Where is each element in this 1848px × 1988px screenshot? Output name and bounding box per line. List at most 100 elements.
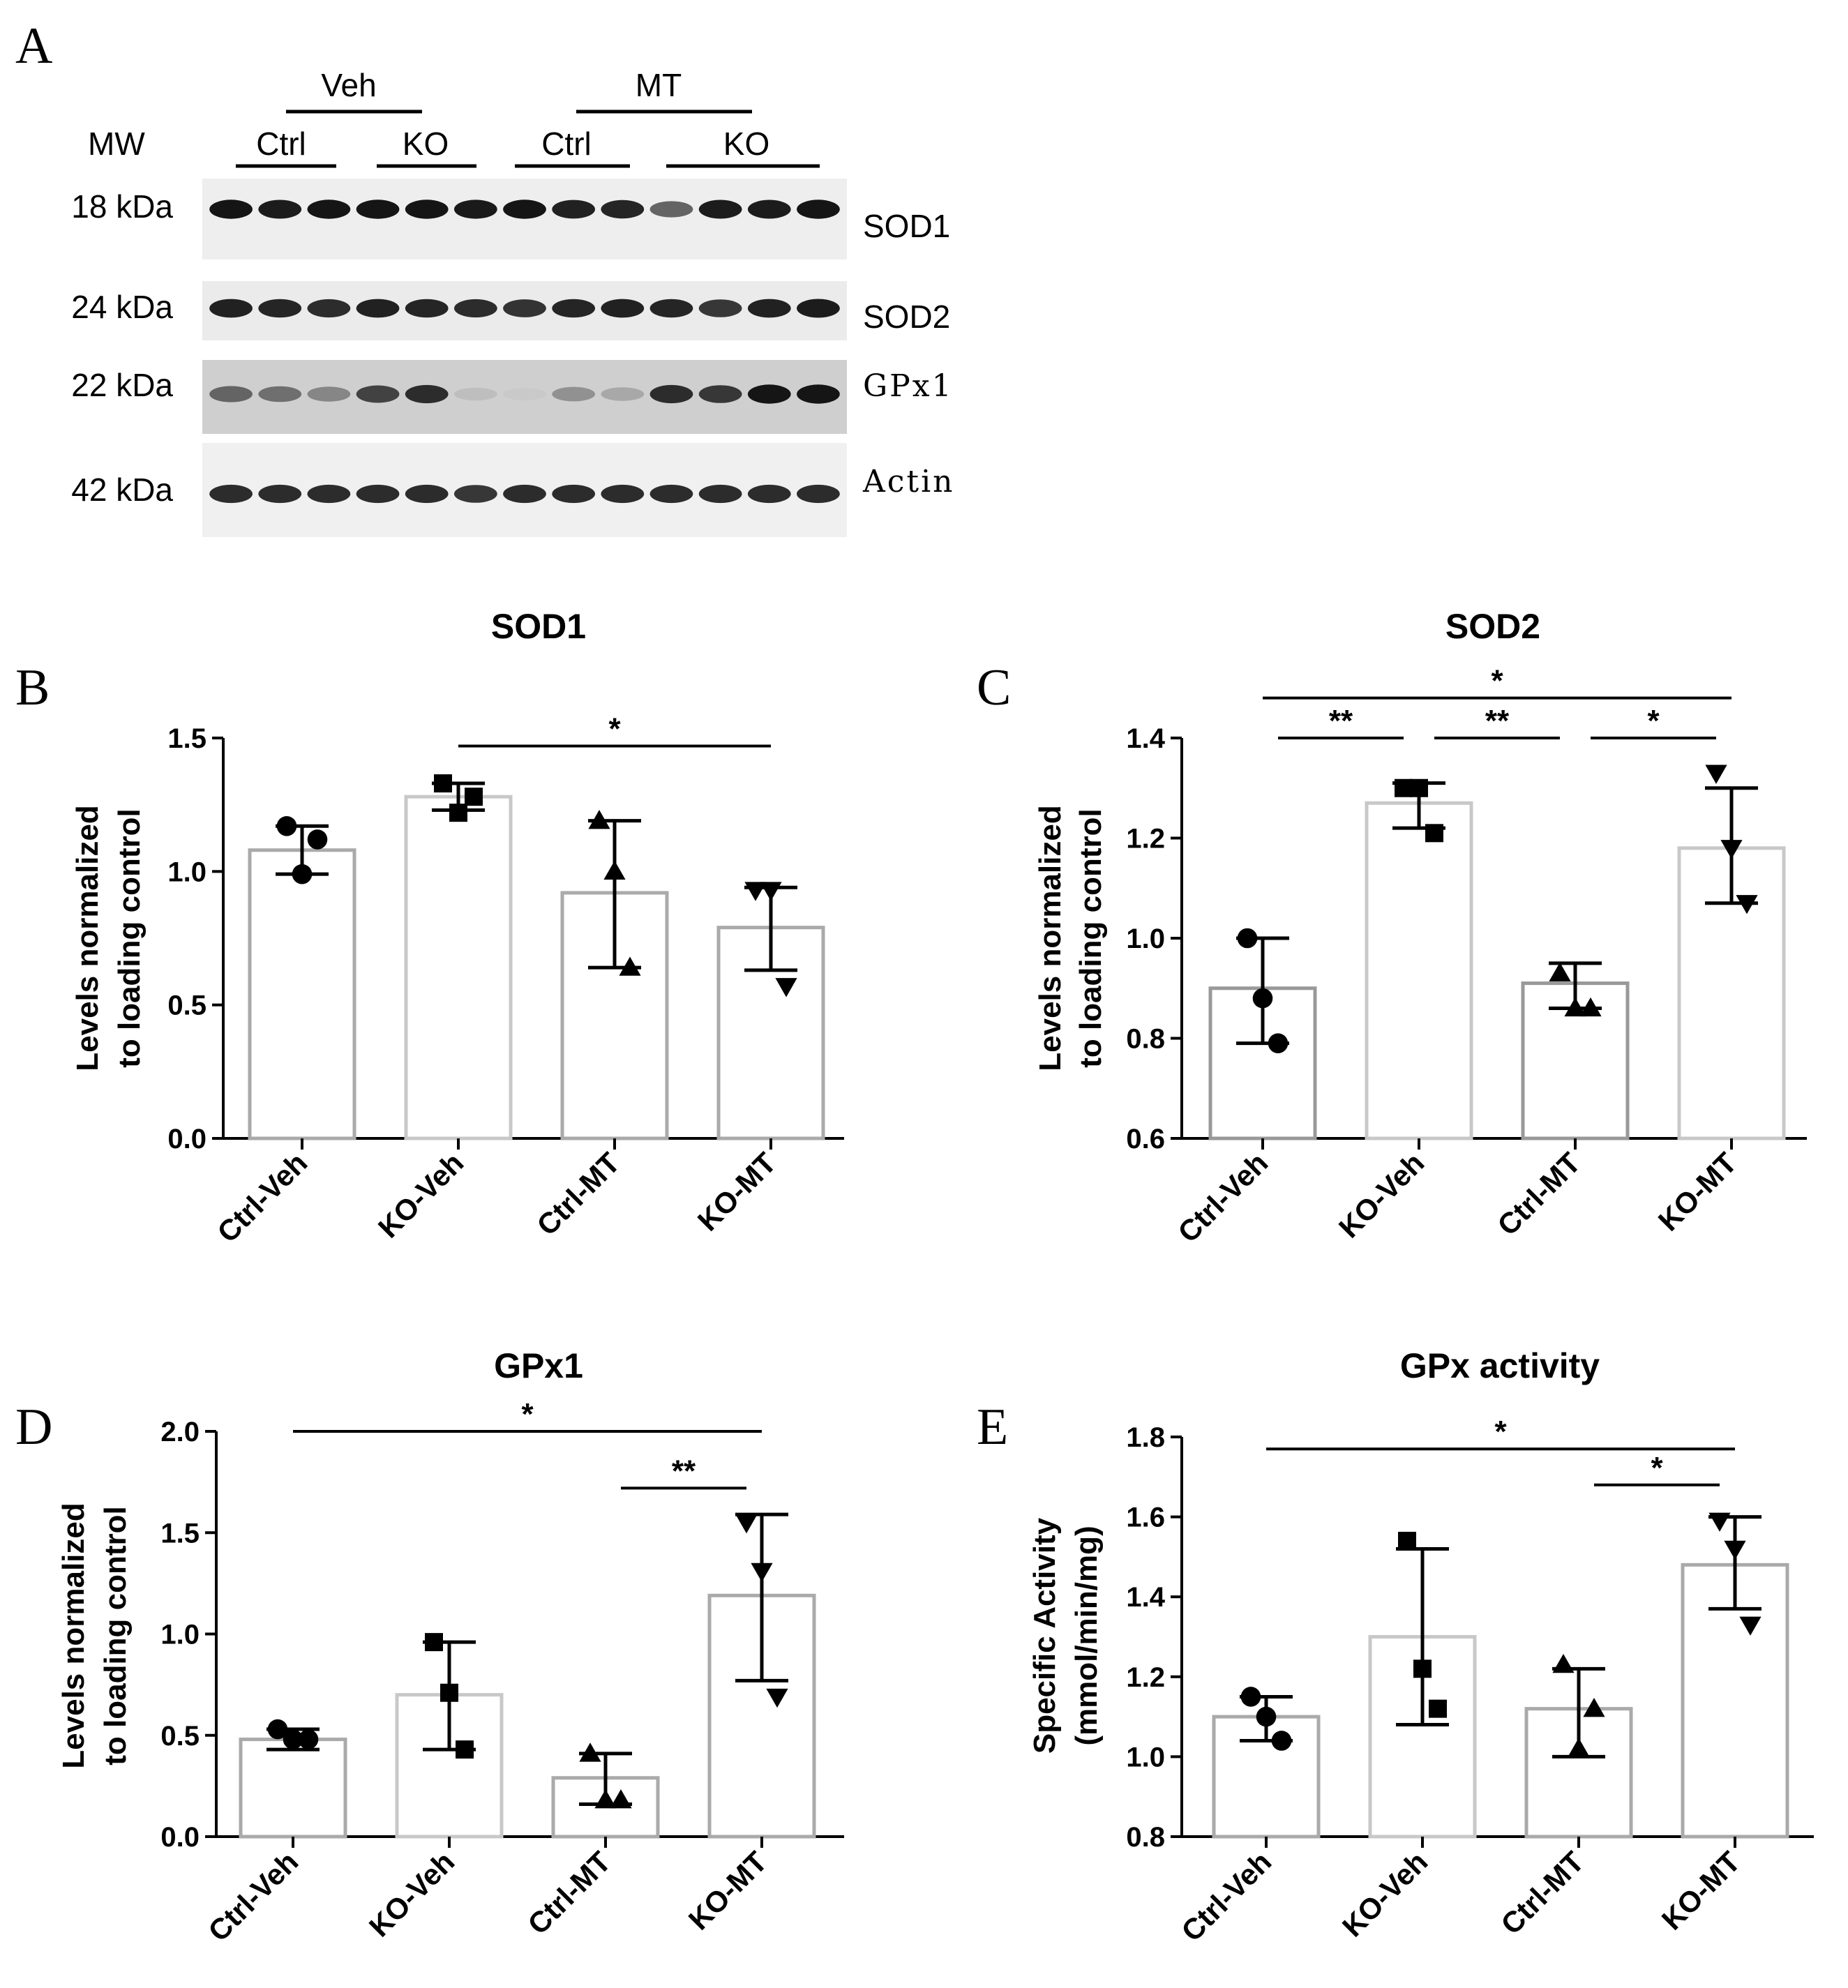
y-tick-label: 0.5 [167, 991, 206, 1021]
panel-letter: D [15, 1399, 52, 1456]
chart-panel-c: C SOD2 Levels normalized to loading control… [977, 607, 1807, 1249]
blot-band [797, 199, 840, 219]
blot-band [503, 388, 546, 400]
data-point [760, 882, 782, 901]
chart-title: SOD2 [1445, 607, 1540, 646]
y-axis-label: Levels normalized [57, 1503, 91, 1768]
bar [404, 795, 513, 1140]
y-tick-label: 1.0 [1126, 1742, 1165, 1772]
data-point [1552, 1654, 1575, 1673]
data-point [1410, 778, 1428, 797]
chart-panel-e: E GPx activity Specific Activity (mmol/min/… [977, 1346, 1814, 1948]
blot-band [503, 484, 546, 504]
blot-protein-label: Actin [862, 464, 955, 499]
data-point [775, 978, 797, 997]
data-point [307, 829, 328, 850]
blot-band [405, 199, 449, 219]
blot-subgroup-label: Ctrl [541, 126, 592, 162]
data-point [1724, 1540, 1746, 1560]
blot-band [453, 199, 497, 219]
y-tick-label: 0.8 [1126, 1822, 1165, 1853]
blot-group-label: Veh [321, 67, 376, 103]
significance-label: * [521, 1397, 534, 1431]
data-point [465, 788, 483, 806]
data-point [1256, 1706, 1277, 1727]
y-tick-label: 2.0 [160, 1417, 200, 1447]
data-point [751, 1562, 773, 1583]
blot-band [698, 299, 742, 317]
x-tick-label: Ctrl-MT [1494, 1845, 1590, 1941]
significance-label: ** [672, 1454, 696, 1488]
data-point [579, 1742, 601, 1762]
data-point [1398, 1531, 1416, 1550]
data-point [1240, 1687, 1261, 1707]
blot-band [698, 385, 742, 403]
significance-label: * [1651, 1451, 1663, 1485]
blot-subgroup-label: KO [403, 126, 449, 162]
data-point [1252, 988, 1273, 1009]
data-point [603, 860, 626, 880]
data-point [1271, 1731, 1292, 1751]
data-point [1549, 962, 1571, 981]
blot-group-label: MT [636, 67, 682, 103]
x-tick-label: KO-MT [1655, 1845, 1747, 1936]
data-point [594, 1789, 617, 1809]
blot-band [552, 199, 596, 219]
chart-title: SOD1 [491, 607, 586, 646]
significance-label: ** [1485, 704, 1510, 738]
blot-band [453, 485, 497, 503]
y-axis-label: (mmol/min/mg) [1069, 1526, 1104, 1745]
data-point [1429, 1699, 1447, 1718]
y-axis-label: Levels normalized [70, 805, 105, 1071]
data-point [1395, 778, 1413, 797]
data-point [292, 864, 313, 884]
blot-band [698, 484, 742, 504]
data-point [610, 1789, 632, 1809]
data-point [744, 882, 767, 901]
blot-mw-marker: 24 kDa [71, 289, 173, 325]
blot-band [747, 199, 791, 219]
bar [248, 848, 356, 1140]
y-tick-label: 1.2 [1126, 824, 1165, 854]
blot-band [503, 299, 546, 317]
data-point [298, 1729, 319, 1749]
y-tick-label: 1.0 [160, 1620, 200, 1650]
y-axis-label: to loading control [1074, 808, 1108, 1068]
data-point [440, 1683, 458, 1702]
blot-band [307, 484, 351, 504]
blot-band [601, 299, 645, 318]
blot-mw-marker: 18 kDa [71, 188, 173, 225]
x-tick-label: KO-Veh [363, 1845, 461, 1943]
blot-band [649, 299, 693, 318]
y-tick-label: 1.6 [1126, 1503, 1165, 1533]
data-point [619, 956, 641, 976]
blot-band [552, 299, 596, 318]
significance-label: * [608, 711, 621, 746]
blot-band [601, 387, 645, 401]
blot-band [797, 484, 840, 504]
data-point [1708, 1512, 1731, 1532]
y-axis-label: Levels normalized [1033, 805, 1067, 1071]
data-point [1564, 997, 1586, 1017]
x-tick-label: KO-MT [1652, 1146, 1743, 1237]
data-point [425, 1633, 443, 1652]
blot-mw-marker: 22 kDa [71, 367, 173, 403]
data-point [766, 1688, 788, 1708]
data-point [1268, 1033, 1289, 1053]
data-point [276, 815, 297, 836]
data-point [1425, 824, 1443, 843]
blot-band [307, 386, 351, 402]
panel-letter: E [977, 1399, 1008, 1456]
y-tick-label: 0.0 [167, 1124, 206, 1154]
data-point [1579, 997, 1602, 1017]
blot-band [797, 384, 840, 404]
data-point [1237, 928, 1258, 949]
x-tick-label: Ctrl-Veh [211, 1146, 313, 1249]
blot-band [209, 299, 253, 318]
blot-band [552, 386, 596, 402]
blot-band [356, 484, 400, 504]
blot-protein-label: SOD2 [863, 299, 950, 335]
y-tick-label: 1.5 [160, 1518, 200, 1549]
blot-band [356, 385, 400, 403]
blot-protein-label: GPx1 [863, 368, 954, 404]
